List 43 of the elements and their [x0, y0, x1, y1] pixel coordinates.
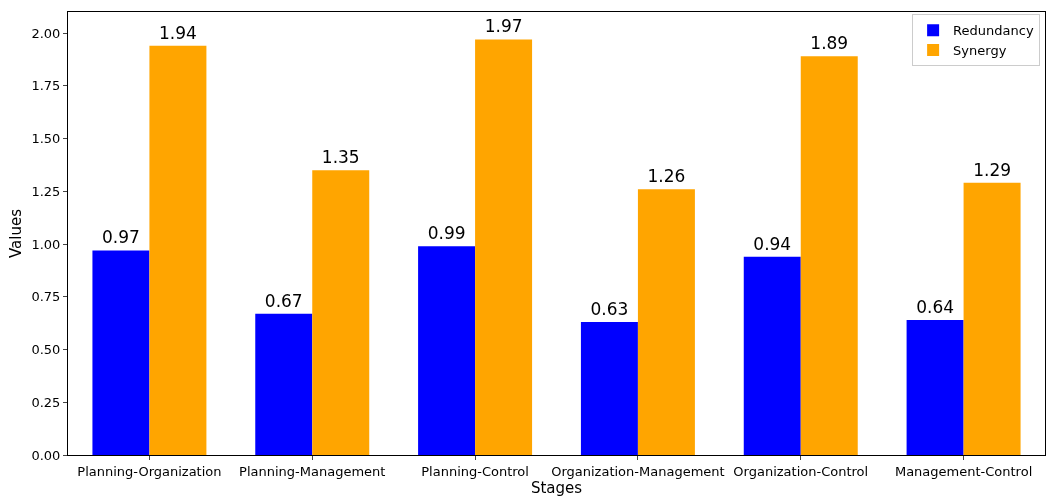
data-label: 1.26	[647, 166, 686, 187]
data-label: 1.97	[484, 16, 523, 37]
x-axis-title: Stages	[530, 478, 583, 497]
bar	[580, 322, 638, 455]
bar	[475, 39, 533, 455]
x-tick-label: Organization-Control	[733, 463, 869, 479]
y-tick-label: 1.50	[31, 131, 61, 147]
x-tick-label: Management-Control	[894, 463, 1033, 479]
y-tick-label: 0.75	[31, 289, 61, 305]
data-label: 0.63	[590, 299, 629, 320]
bar	[312, 170, 370, 455]
data-label: 0.97	[102, 227, 140, 248]
bar	[418, 246, 476, 455]
data-label: 1.94	[158, 22, 197, 43]
data-label: 1.29	[973, 159, 1012, 180]
bar	[743, 256, 801, 455]
data-label: 1.89	[810, 33, 849, 54]
data-label: 0.64	[916, 296, 955, 317]
y-tick-label: 0.25	[31, 394, 61, 410]
y-tick-label: 0.50	[31, 342, 61, 358]
bar	[800, 56, 858, 455]
data-label: 0.99	[427, 223, 466, 244]
bar	[255, 313, 313, 455]
y-tick-label: 0.00	[31, 447, 61, 463]
bar	[906, 319, 964, 455]
x-tick-label: Planning-Control	[421, 463, 529, 479]
bar	[149, 45, 207, 455]
x-tick-label: Planning-Organization	[77, 463, 222, 479]
data-label: 1.35	[321, 147, 360, 168]
bar	[963, 182, 1021, 455]
x-tick-label: Organization-Management	[551, 463, 725, 479]
legend-label: Synergy	[953, 43, 1007, 59]
legend-label: Redundancy	[953, 23, 1034, 39]
data-label: 0.94	[753, 233, 792, 254]
y-tick-label: 1.25	[31, 183, 61, 199]
y-tick-label: 2.00	[31, 25, 61, 41]
x-tick-label: Planning-Management	[239, 463, 386, 479]
y-tick-label: 1.75	[31, 78, 61, 94]
y-axis-title: Values	[6, 208, 25, 259]
bar	[637, 189, 695, 455]
y-tick-label: 1.00	[31, 236, 61, 252]
bar	[92, 250, 150, 455]
data-label: 0.67	[264, 290, 303, 311]
